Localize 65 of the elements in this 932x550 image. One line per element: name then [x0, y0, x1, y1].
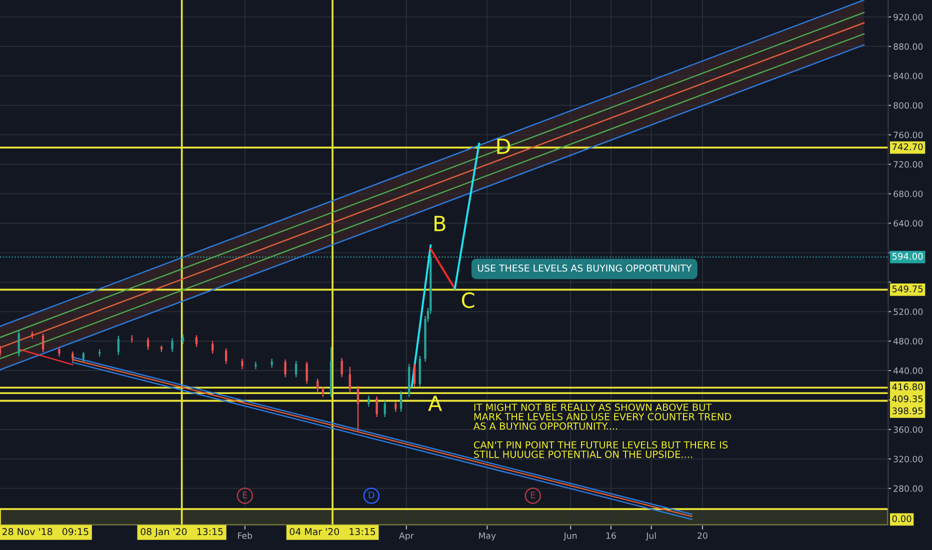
- y-tick-label: 520.00: [894, 308, 923, 316]
- candlestick: [241, 358, 244, 370]
- candlestick: [284, 358, 286, 378]
- candlestick: [294, 360, 298, 378]
- text: 0.00: [892, 515, 912, 522]
- legend-label: 398.95: [892, 407, 923, 414]
- y-tick-label: 800.00: [894, 102, 923, 109]
- candlestick: [348, 366, 351, 392]
- x-tick-label: 16: [606, 532, 616, 539]
- ref-line-label: 594.00: [892, 252, 923, 260]
- x-tick-label: 20: [698, 532, 708, 539]
- annotation: IT MIGHT NOT BE REALLY AS SHOWN ABOVE BUT MARK THE LEVELS AND USE EVERY COUNTER TREND AS A BUYING OPPORTUNITY.... CAN'T PIN POINT THE FUTURE LEVELS BUT THERE IS STILL HUUUGE POTENTIAL ON THE UPSIDE....: [473, 404, 732, 458]
- candlestick: [171, 338, 174, 353]
- ref-line-label: 416.80: [892, 383, 923, 390]
- annotation: E: [242, 492, 248, 498]
- x-tick-label: Feb: [238, 532, 252, 539]
- candlestick: [146, 336, 150, 350]
- candlestick: [340, 357, 343, 378]
- y-tick-label: 480.00: [893, 338, 923, 344]
- x-tick-label: Jun: [563, 532, 577, 540]
- candlestick: [316, 378, 319, 392]
- candlestick: [376, 396, 378, 418]
- y-tick-label: 720.00: [894, 161, 923, 168]
- ref-line-label: 409.35: [892, 395, 923, 402]
- annotation: B: [434, 216, 446, 232]
- candlestick: [58, 346, 60, 358]
- y-tick-label: 280.00: [894, 485, 923, 492]
- candlestick: [42, 333, 44, 353]
- annotation: E: [530, 492, 536, 498]
- y-tick-label: 680.00: [894, 190, 923, 198]
- candlestick: [400, 390, 402, 412]
- y-tick-label: 640.00: [894, 220, 923, 227]
- candlestick: [82, 352, 85, 362]
- ref-line-label: 08 Jan '20 13:15: [140, 528, 223, 537]
- y-tick-label: 440.00: [893, 367, 923, 374]
- candlestick: [413, 363, 416, 388]
- text: 28 Nov '18 09:15: [2, 528, 88, 536]
- y-tick-label: 320.00: [894, 456, 923, 462]
- candlestick: [322, 386, 324, 398]
- candlestick: [31, 330, 34, 340]
- candlestick: [368, 395, 370, 408]
- ref-line-label: 742.70: [892, 143, 923, 150]
- candlestick: [225, 348, 228, 364]
- candlestick: [356, 385, 360, 432]
- annotation: USE THESE LEVELS AS BUYING OPPORTUNITY: [478, 264, 692, 272]
- y-tick-label: 360.00: [894, 426, 923, 433]
- candlestick: [212, 340, 214, 354]
- candlestick: [394, 400, 397, 412]
- candlestick: [195, 334, 198, 348]
- ref-line-label: 04 Mar '20 13:15: [290, 528, 376, 536]
- annotation: C: [462, 292, 474, 308]
- annotation: D: [368, 492, 374, 498]
- ref-line-label: 549.75: [892, 285, 923, 292]
- candlestick: [384, 400, 386, 418]
- candlestick: [72, 350, 74, 362]
- y-tick-label: 880.00: [894, 43, 923, 50]
- x-tick-label: May: [479, 532, 496, 541]
- x-tick-label: Apr: [399, 532, 414, 541]
- y-tick-label: 920.00: [894, 14, 923, 20]
- y-tick-label: 840.00: [894, 72, 923, 80]
- x-tick-label: Jul: [646, 532, 656, 540]
- candlestick: [18, 330, 20, 358]
- candlestick: [117, 335, 120, 356]
- candlestick: [306, 361, 308, 384]
- y-tick-label: 760.00: [894, 132, 923, 138]
